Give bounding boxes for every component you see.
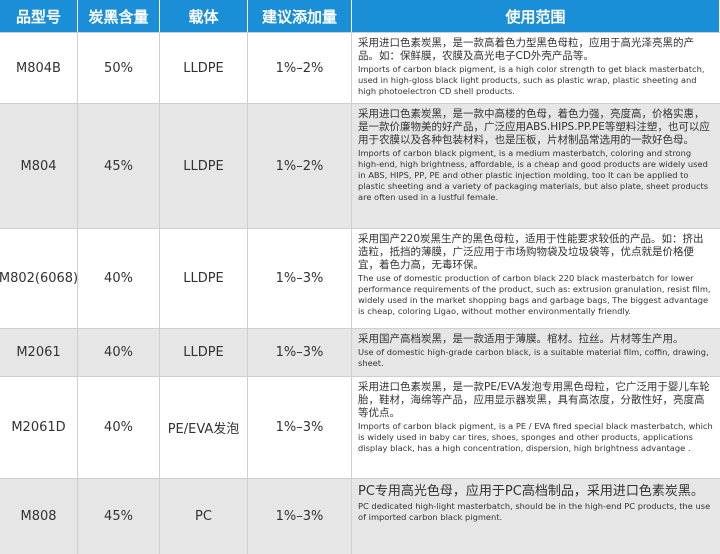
table-row: M808 45% PC 1%–3% PC专用高光色母，应用于PC高档制品，采用进口色素炭…	[0, 478, 720, 554]
table-row: M802(6068) 40% LLDPE 1%–3% 采用国产220炭黑生产的黑色母粒，…	[0, 228, 720, 328]
cell-dosage: 1%–2%	[248, 33, 352, 103]
description-en: Use of domestic high-grade carbon black,…	[358, 347, 709, 368]
description-en: Imports of carbon black pigment, is a me…	[358, 148, 709, 202]
description-zh: 采用进口色素炭黑，是一款PE/EVA发泡专用黑色母粒，它广泛用于婴儿车轮胎，鞋材…	[358, 381, 710, 419]
cell-model: M802(6068)	[0, 229, 78, 328]
cell-dosage: 1%–2%	[248, 104, 352, 228]
cell-carrier: LLDPE	[160, 33, 248, 103]
cell-dosage: 1%–3%	[248, 377, 352, 478]
cell-content: 45%	[78, 479, 160, 554]
description-zh: 采用进口色素炭黑，是一款高着色力型黑色母粒，应用于高光泽亮黑的产品。如：保鲜膜，…	[358, 37, 694, 62]
description-en: PC dedicated high-light masterbatch, sho…	[358, 501, 711, 522]
cell-content: 40%	[78, 329, 160, 376]
table-row: M804 45% LLDPE 1%–2% 采用进口色素炭黑，是一款中高楼的色母，着色力强…	[0, 103, 720, 228]
description-zh: 采用进口色素炭黑，是一款中高楼的色母，着色力强，亮度高，价格实惠，是一款价廉物美…	[358, 108, 710, 146]
cell-carrier: LLDPE	[160, 329, 248, 376]
cell-model: M2061D	[0, 377, 78, 478]
header-cell: 品型号	[0, 0, 78, 32]
cell-carrier: PC	[160, 479, 248, 554]
cell-dosage: 1%–3%	[248, 479, 352, 554]
description: 采用国产220炭黑生产的黑色母粒，适用于性能要求较低的产品。如：挤出造粒，抵挡的…	[352, 229, 720, 328]
header-cell: 炭黑含量	[78, 0, 160, 32]
description: PC专用高光色母，应用于PC高档制品，采用进口色素炭黑。 PC dedicated…	[352, 479, 720, 554]
header-cell: 载体	[160, 0, 248, 32]
description: 采用进口色素炭黑，是一款高着色力型黑色母粒，应用于高光泽亮黑的产品。如：保鲜膜，…	[352, 33, 720, 103]
cell-carrier: LLDPE	[160, 229, 248, 328]
description: 采用进口色素炭黑，是一款PE/EVA发泡专用黑色母粒，它广泛用于婴儿车轮胎，鞋材…	[352, 377, 720, 478]
cell-dosage: 1%–3%	[248, 229, 352, 328]
description-en: Imports of carbon black pigment, is a hi…	[358, 64, 705, 96]
cell-model: M2061	[0, 329, 78, 376]
cell-model: M804B	[0, 33, 78, 103]
header-cell: 建议添加量	[248, 0, 352, 32]
header-cell: 使用范围	[352, 0, 720, 32]
cell-content: 50%	[78, 33, 160, 103]
description: 采用国产高档炭黑，是一款适用于薄膜。棺材。拉丝。片材等生产用。 Use of do…	[352, 329, 720, 376]
cell-carrier: LLDPE	[160, 104, 248, 228]
description-zh: 采用国产高档炭黑，是一款适用于薄膜。棺材。拉丝。片材等生产用。	[358, 333, 684, 345]
cell-carrier: PE/EVA发泡	[160, 377, 248, 478]
description: 采用进口色素炭黑，是一款中高楼的色母，着色力强，亮度高，价格实惠，是一款价廉物美…	[352, 104, 720, 228]
table-row: M2061D 40% PE/EVA发泡 1%–3% 采用进口色素炭黑，是一款PE/EVA…	[0, 376, 720, 478]
cell-model: M808	[0, 479, 78, 554]
table-row: M2061 40% LLDPE 1%–3% 采用国产高档炭黑，是一款适用于薄膜。棺材。拉…	[0, 328, 720, 376]
header-row: 品型号 炭黑含量 载体 建议添加量 使用范围	[0, 0, 720, 32]
description-zh: PC专用高光色母，应用于PC高档制品，采用进口色素炭黑。	[358, 484, 704, 499]
cell-dosage: 1%–3%	[248, 329, 352, 376]
cell-content: 40%	[78, 229, 160, 328]
cell-content: 45%	[78, 104, 160, 228]
description-en: Imports of carbon black pigment, is a PE…	[358, 421, 713, 453]
description-zh: 采用国产220炭黑生产的黑色母粒，适用于性能要求较低的产品。如：挤出造粒，抵挡的…	[358, 233, 704, 271]
cell-model: M804	[0, 104, 78, 228]
description-en: The use of domestic production of carbon…	[358, 273, 711, 316]
cell-content: 40%	[78, 377, 160, 478]
table-row: M804B 50% LLDPE 1%–2% 采用进口色素炭黑，是一款高着色力型黑色母粒，…	[0, 32, 720, 103]
